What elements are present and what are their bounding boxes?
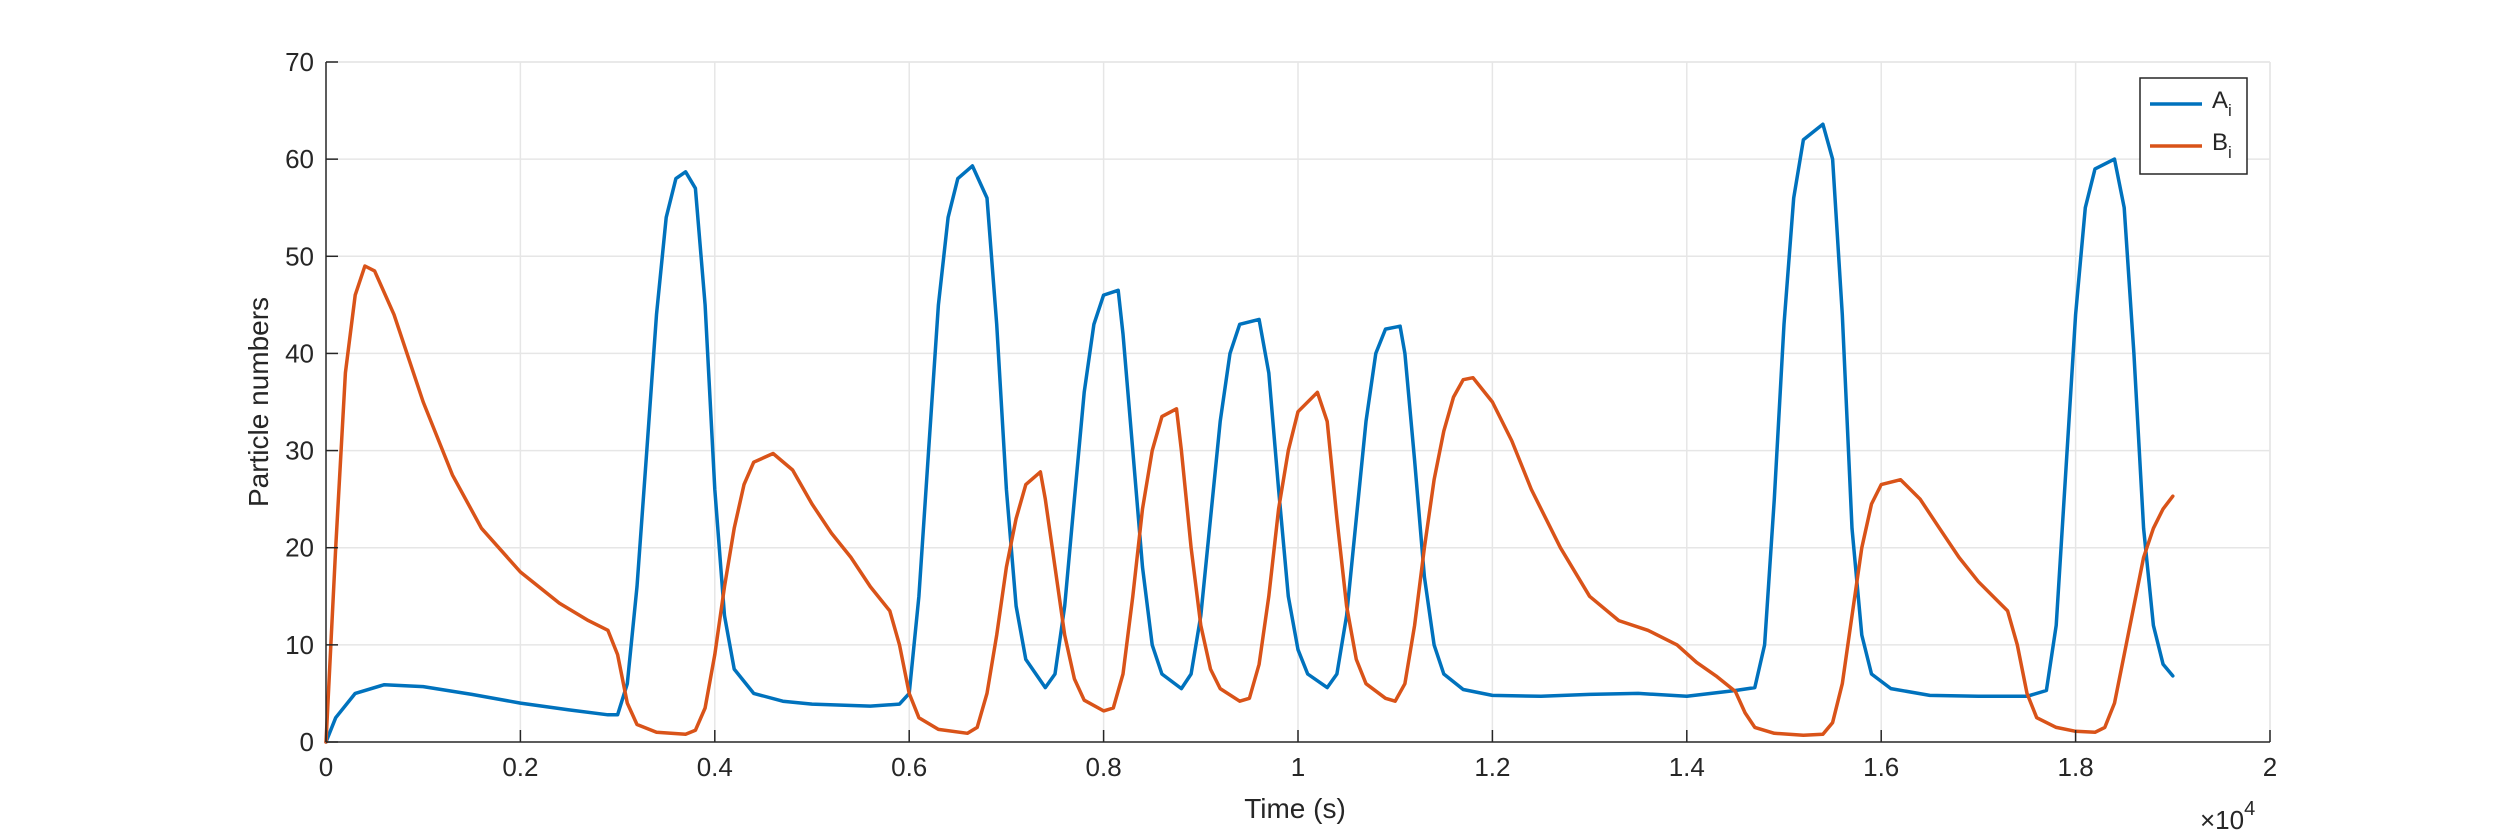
series-line-b bbox=[324, 264, 2175, 744]
x-tick-label: 0.2 bbox=[502, 752, 538, 782]
legend-label-a-sub: i bbox=[2228, 101, 2232, 120]
x-tick-label: 0.6 bbox=[891, 752, 927, 782]
y-axis-title: Particle numbers bbox=[243, 297, 274, 507]
x-axis-multiplier-base: ×10 bbox=[2200, 805, 2244, 833]
x-tick-label: 0.8 bbox=[1086, 752, 1122, 782]
y-tick-label: 20 bbox=[285, 533, 314, 563]
y-tick-label: 60 bbox=[285, 144, 314, 174]
x-tick-label: 1.2 bbox=[1474, 752, 1510, 782]
y-tick-label: 30 bbox=[285, 436, 314, 466]
x-tick-label: 2 bbox=[2263, 752, 2277, 782]
x-tick-label: 1.6 bbox=[1863, 752, 1899, 782]
series-group bbox=[324, 122, 2175, 744]
x-axis-multiplier: ×104 bbox=[2200, 798, 2255, 833]
x-axis-title: Time (s) bbox=[1244, 793, 1346, 824]
x-tick-label: 0 bbox=[319, 752, 333, 782]
legend-label-a-name: A bbox=[2212, 87, 2228, 114]
legend: Ai Bi bbox=[2139, 77, 2248, 175]
legend-label-b-name: B bbox=[2212, 129, 2228, 156]
x-tick-label: 1.4 bbox=[1669, 752, 1705, 782]
legend-label-b: Bi bbox=[2212, 129, 2232, 162]
y-tick-label: 40 bbox=[285, 338, 314, 368]
x-tick-label: 0.4 bbox=[697, 752, 733, 782]
x-tick-label: 1 bbox=[1291, 752, 1305, 782]
legend-box bbox=[2139, 77, 2248, 175]
x-axis-multiplier-exponent: 4 bbox=[2244, 798, 2255, 820]
y-axis-ticks: 0 10 20 30 40 50 60 70 bbox=[285, 47, 338, 757]
y-tick-label: 70 bbox=[285, 47, 314, 77]
legend-label-a: Ai bbox=[2212, 87, 2232, 120]
y-tick-label: 10 bbox=[285, 630, 314, 660]
legend-label-b-sub: i bbox=[2228, 143, 2232, 162]
y-tick-label: 0 bbox=[300, 727, 314, 757]
x-axis-ticks: 0 0.2 0.4 0.6 0.8 1 1.2 1.4 1.6 1.8 2 bbox=[319, 730, 2277, 782]
y-tick-label: 50 bbox=[285, 241, 314, 271]
x-tick-label: 1.8 bbox=[2058, 752, 2094, 782]
series-line-a bbox=[324, 122, 2175, 744]
